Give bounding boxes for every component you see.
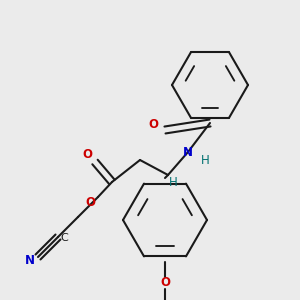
Text: N: N <box>25 254 35 268</box>
Text: O: O <box>85 196 95 208</box>
Text: H: H <box>201 154 209 166</box>
Text: O: O <box>160 277 170 290</box>
Text: O: O <box>82 148 92 160</box>
Text: O: O <box>148 118 158 131</box>
Text: C: C <box>60 233 68 243</box>
Text: H: H <box>169 176 177 188</box>
Text: N: N <box>183 146 193 158</box>
